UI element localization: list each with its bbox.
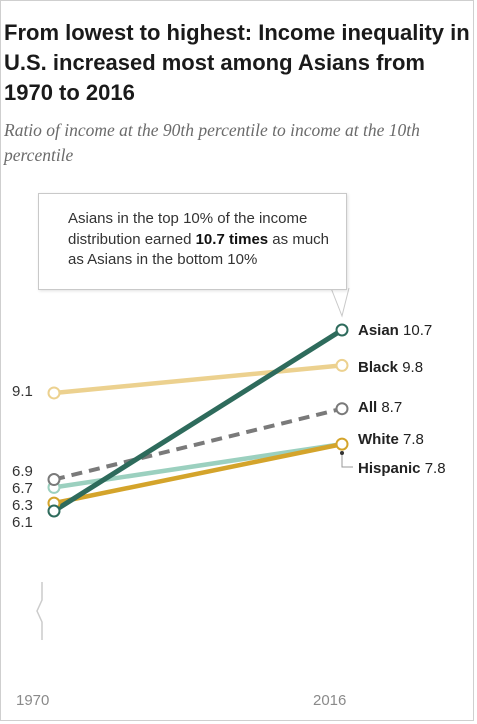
start-value-label: 6.3 (12, 497, 33, 514)
x-tick-2016: 2016 (313, 692, 346, 709)
point-black-2016 (335, 358, 349, 372)
point-all-1970 (47, 473, 61, 487)
series-value-black: 9.8 (398, 359, 423, 376)
series-name-hispanic: Hispanic (358, 460, 421, 477)
series-name-white: White (358, 431, 399, 448)
end-label-hispanic: Hispanic 7.8 (358, 460, 446, 477)
callout-text-bold: 10.7 times (195, 230, 269, 248)
callout-text-start: Asians in the top 10% of the income dist… (68, 210, 308, 248)
annotation-callout: Asians in the top 10% of the income dist… (38, 193, 347, 290)
hispanic-leader-line (341, 453, 353, 468)
series-value-asian: 10.7 (399, 322, 432, 339)
series-line-black (51, 363, 345, 396)
callout-pointer (330, 287, 350, 318)
point-all-2016 (335, 402, 349, 416)
x-tick-1970: 1970 (16, 692, 49, 709)
end-label-black: Black 9.8 (358, 359, 423, 376)
series-line-all (53, 406, 343, 482)
start-value-label: 9.1 (12, 383, 33, 400)
series-value-hispanic: 7.8 (421, 460, 446, 477)
end-label-white: White 7.8 (358, 431, 424, 448)
start-value-label: 6.1 (12, 514, 33, 531)
chart-subtitle: Ratio of income at the 90th percentile t… (4, 120, 420, 165)
start-value-label: 6.7 (12, 480, 33, 497)
point-asian-2016 (335, 323, 349, 337)
hispanic-leader-dot (340, 451, 344, 455)
series-value-white: 7.8 (399, 431, 424, 448)
point-white-2016 (335, 437, 349, 451)
series-name-asian: Asian (358, 322, 399, 339)
series-line-white (51, 441, 345, 506)
callout-text-end: as much as Asians in the bottom 10% (68, 230, 329, 269)
series-name-black: Black (358, 359, 399, 376)
end-label-all: All 8.7 (358, 399, 402, 416)
end-label-asian: Asian 10.7 (358, 322, 432, 339)
point-black-1970 (47, 386, 61, 400)
series-value-all: 8.7 (377, 399, 402, 416)
start-value-label: 6.9 (12, 463, 33, 480)
series-line-asian (51, 327, 345, 514)
axis-break-mark (36, 582, 43, 640)
point-asian-1970 (47, 504, 61, 518)
chart-title: From lowest to highest: Income inequalit… (4, 20, 470, 105)
series-name-all: All (358, 399, 377, 416)
